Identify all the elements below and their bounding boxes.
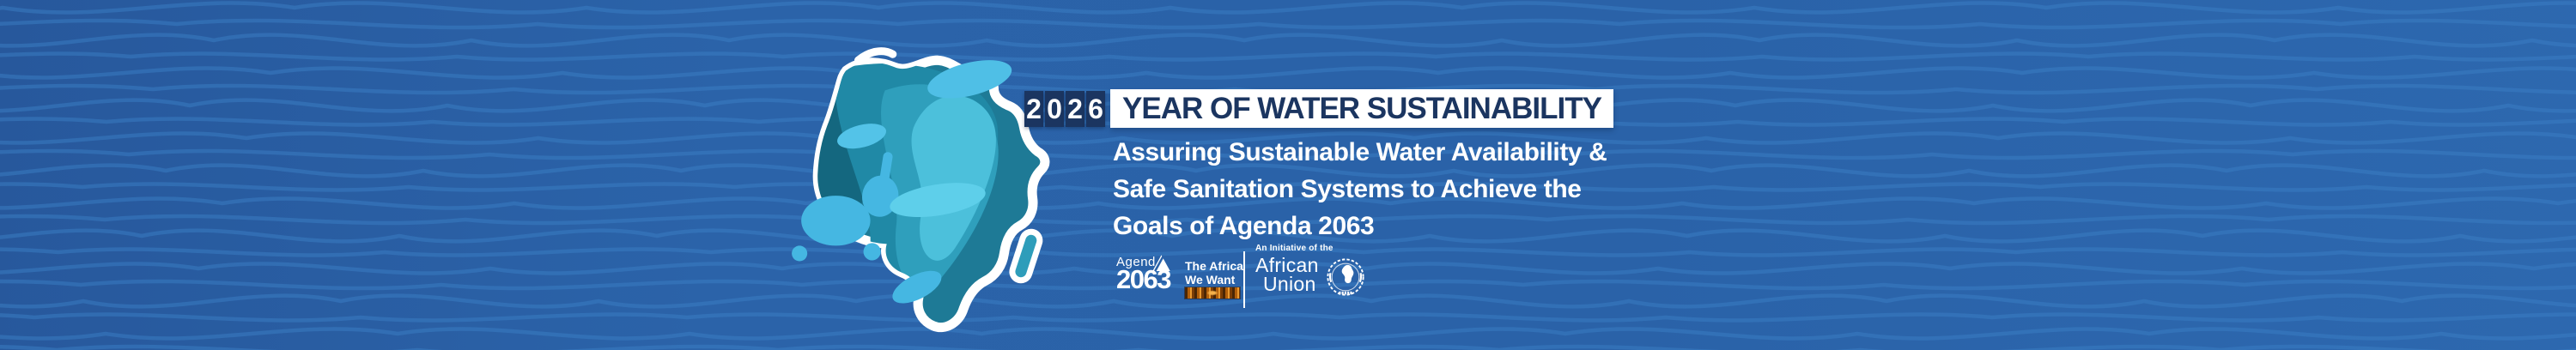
year-digit: 0: [1045, 91, 1064, 127]
au-name-line: African: [1255, 254, 1319, 276]
logo-divider: [1243, 251, 1245, 308]
year-digit: 6: [1086, 91, 1105, 127]
year-badge: 2 0 2 6: [1024, 91, 1105, 127]
subtitle: Assuring Sustainable Water Availability …: [1113, 134, 1607, 244]
water-splash-drops: [792, 60, 1012, 304]
page-title: YEAR OF WATER SUSTAINABILITY: [1122, 91, 1602, 125]
au-initiative-text: An Initiative of the: [1255, 244, 1334, 253]
au-name: African Union: [1255, 254, 1319, 295]
africa-water-map-illustration: [792, 47, 1050, 333]
pyramid-a-icon: [1152, 255, 1170, 274]
agenda-year: 2063: [1116, 264, 1171, 294]
agenda-2063-logo: Agend 2063 The Africa We Want: [1116, 254, 1245, 307]
tagline-line: The Africa: [1185, 259, 1243, 273]
agenda-tagline: The Africa We Want: [1185, 259, 1243, 287]
subtitle-line: Assuring Sustainable Water Availability …: [1113, 138, 1607, 166]
year-digit: 2: [1024, 91, 1043, 127]
tagline-line: We Want: [1185, 273, 1236, 287]
african-union-logo: An Initiative of the African Union: [1255, 244, 1366, 298]
subtitle-line: Goals of Agenda 2063: [1113, 212, 1375, 240]
title-bar: YEAR OF WATER SUSTAINABILITY: [1110, 89, 1613, 128]
subtitle-line: Safe Sanitation Systems to Achieve the: [1113, 175, 1582, 203]
madagascar-shape: [1009, 228, 1043, 284]
outline-flick: [854, 47, 897, 64]
african-union-emblem-icon: [1327, 258, 1364, 296]
year-digit: 2: [1066, 91, 1084, 127]
au-name-line: Union: [1263, 273, 1316, 295]
kente-strip: [1184, 287, 1241, 299]
agenda-word: Agend: [1116, 255, 1156, 269]
